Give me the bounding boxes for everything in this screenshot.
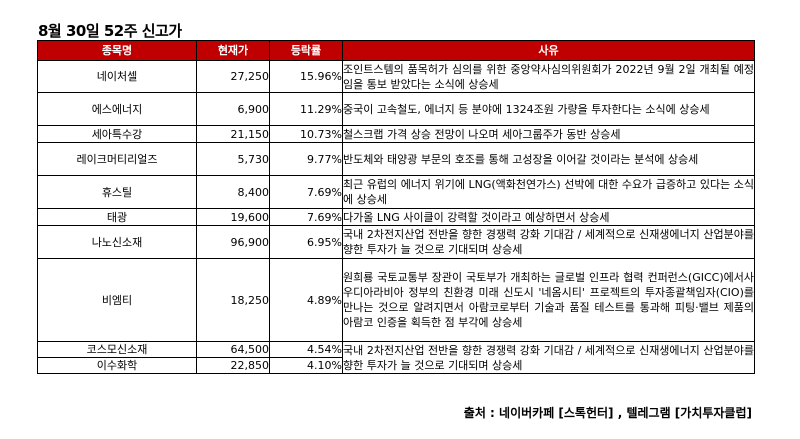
table-row: 나노신소재 96,900 6.95% 국내 2차전지산업 전반을 향한 경쟁력 … bbox=[37, 225, 755, 259]
new-high-table: 종목명 현재가 등락률 사유 네이처셀 27,250 15.96% 조인트스템의… bbox=[37, 40, 755, 374]
table-row: 에스에너지 6,900 11.29% 중국이 고속철도, 에너지 등 분야에 1… bbox=[37, 92, 755, 126]
stock-change: 4.10% bbox=[269, 357, 343, 374]
stock-reason: 다가올 LNG 사이클이 강력할 것이라고 예상하면서 상승세 bbox=[342, 208, 755, 226]
table-row: 네이처셀 27,250 15.96% 조인트스템의 품목허가 심의를 위한 중앙… bbox=[37, 60, 755, 93]
stock-reason: 원희룡 국토교통부 장관이 국토부가 개최하는 글로벌 인프라 협력 컨퍼런스(… bbox=[342, 258, 755, 342]
page-title: 8월 30일 52주 신고가 bbox=[38, 22, 182, 40]
stock-price: 96,900 bbox=[196, 225, 270, 259]
stock-change: 9.77% bbox=[269, 142, 343, 176]
table-row: 코스모신소재 64,500 4.54% 국내 2차전지산업 전반을 향한 경쟁력… bbox=[37, 341, 755, 374]
header-change: 등락률 bbox=[269, 40, 343, 61]
table-row: 세아특수강 21,150 10.73% 철스크랩 가격 상승 전망이 나오며 세… bbox=[37, 125, 755, 143]
stock-name: 코스모신소재 bbox=[37, 341, 197, 358]
table-row: 비엠티 18,250 4.89% 원희룡 국토교통부 장관이 국토부가 개최하는… bbox=[37, 258, 755, 342]
stock-reason: 조인트스템의 품목허가 심의를 위한 중앙약사심의위원회가 2022년 9월 2… bbox=[342, 60, 755, 93]
stock-change: 7.69% bbox=[269, 175, 343, 209]
stock-name: 네이처셀 bbox=[37, 60, 197, 93]
header-reason: 사유 bbox=[342, 40, 755, 61]
stock-price: 5,730 bbox=[196, 142, 270, 176]
stock-change: 10.73% bbox=[269, 125, 343, 143]
stock-name: 비엠티 bbox=[37, 258, 197, 342]
table-row: 이수화학 22,850 4.10% bbox=[37, 357, 755, 374]
stock-change: 6.95% bbox=[269, 225, 343, 259]
source-note: 출처 : 네이버카페 [스톡헌터] , 텔레그램 [가치투자클럽] bbox=[463, 406, 752, 420]
stock-name: 휴스틸 bbox=[37, 175, 197, 209]
header-row: 종목명 현재가 등락률 사유 bbox=[37, 40, 755, 61]
stock-price: 19,600 bbox=[196, 208, 270, 226]
header-price: 현재가 bbox=[196, 40, 270, 61]
header-name: 종목명 bbox=[37, 40, 197, 61]
stock-name: 세아특수강 bbox=[37, 125, 197, 143]
stock-change: 4.54% bbox=[269, 341, 343, 358]
stock-price: 6,900 bbox=[196, 92, 270, 126]
stock-reason: 국내 2차전지산업 전반을 향한 경쟁력 강화 기대감 / 세계적으로 신재생에… bbox=[342, 225, 755, 259]
stock-reason: 국내 2차전지산업 전반을 향한 경쟁력 강화 기대감 / 세계적으로 신재생에… bbox=[342, 341, 755, 374]
stock-name: 레이크머티리얼즈 bbox=[37, 142, 197, 176]
stock-name: 나노신소재 bbox=[37, 225, 197, 259]
stock-name: 이수화학 bbox=[37, 357, 197, 374]
stock-reason: 중국이 고속철도, 에너지 등 분야에 1324조원 가량을 투자한다는 소식에… bbox=[342, 92, 755, 126]
stock-price: 64,500 bbox=[196, 341, 270, 358]
stock-name: 태광 bbox=[37, 208, 197, 226]
stock-price: 22,850 bbox=[196, 357, 270, 374]
stock-name: 에스에너지 bbox=[37, 92, 197, 126]
stock-price: 8,400 bbox=[196, 175, 270, 209]
stock-change: 11.29% bbox=[269, 92, 343, 126]
stock-reason: 철스크랩 가격 상승 전망이 나오며 세아그룹주가 동반 상승세 bbox=[342, 125, 755, 143]
stock-reason: 최근 유럽의 에너지 위기에 LNG(액화천연가스) 선박에 대한 수요가 급증… bbox=[342, 175, 755, 209]
stock-price: 21,150 bbox=[196, 125, 270, 143]
table-row: 태광 19,600 7.69% 다가올 LNG 사이클이 강력할 것이라고 예상… bbox=[37, 208, 755, 226]
table-row: 휴스틸 8,400 7.69% 최근 유럽의 에너지 위기에 LNG(액화천연가… bbox=[37, 175, 755, 209]
stock-change: 15.96% bbox=[269, 60, 343, 93]
stock-reason: 반도체와 태양광 부문의 호조를 통해 고성장을 이어갈 것이라는 분석에 상승… bbox=[342, 142, 755, 176]
stock-change: 7.69% bbox=[269, 208, 343, 226]
stock-price: 27,250 bbox=[196, 60, 270, 93]
table-row: 레이크머티리얼즈 5,730 9.77% 반도체와 태양광 부문의 호조를 통해… bbox=[37, 142, 755, 176]
stock-change: 4.89% bbox=[269, 258, 343, 342]
stock-price: 18,250 bbox=[196, 258, 270, 342]
